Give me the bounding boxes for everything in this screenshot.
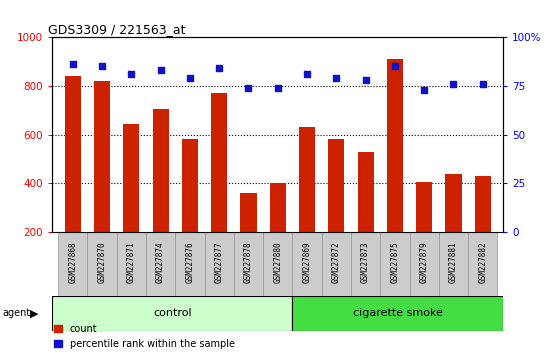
- Bar: [439, 232, 468, 296]
- Text: GSM227882: GSM227882: [478, 242, 487, 283]
- Text: cigarette smoke: cigarette smoke: [353, 308, 443, 318]
- Bar: [234, 232, 263, 296]
- Text: agent: agent: [3, 308, 31, 318]
- Text: GSM227881: GSM227881: [449, 242, 458, 283]
- Bar: [468, 232, 497, 296]
- Point: [361, 77, 370, 83]
- Bar: [94, 81, 110, 232]
- Text: GSM227872: GSM227872: [332, 242, 341, 283]
- Point: [449, 81, 458, 87]
- Text: GSM227875: GSM227875: [390, 242, 399, 283]
- Point: [98, 64, 107, 69]
- Point: [420, 87, 428, 93]
- Text: GSM227878: GSM227878: [244, 242, 253, 283]
- Bar: [52, 296, 293, 331]
- Point: [273, 85, 282, 91]
- Bar: [263, 232, 293, 296]
- Bar: [358, 152, 373, 232]
- Point: [390, 64, 399, 69]
- Bar: [380, 232, 410, 296]
- Bar: [87, 232, 117, 296]
- Bar: [205, 232, 234, 296]
- Point: [332, 75, 340, 81]
- Bar: [293, 296, 503, 331]
- Text: GSM227871: GSM227871: [127, 242, 136, 283]
- Text: GSM227877: GSM227877: [214, 242, 224, 283]
- Point: [215, 65, 224, 71]
- Text: GSM227876: GSM227876: [185, 242, 194, 283]
- Point: [156, 67, 165, 73]
- Text: ▶: ▶: [30, 308, 39, 318]
- Text: GDS3309 / 221563_at: GDS3309 / 221563_at: [48, 23, 185, 36]
- Bar: [152, 109, 169, 232]
- Bar: [475, 176, 491, 232]
- Text: GSM227868: GSM227868: [68, 242, 77, 283]
- Bar: [270, 183, 286, 232]
- Point: [185, 75, 194, 81]
- Point: [244, 85, 253, 91]
- Bar: [322, 232, 351, 296]
- Bar: [410, 232, 439, 296]
- Bar: [123, 124, 139, 232]
- Bar: [211, 93, 227, 232]
- Bar: [65, 76, 81, 232]
- Bar: [182, 139, 198, 232]
- Text: GSM227879: GSM227879: [420, 242, 428, 283]
- Bar: [299, 127, 315, 232]
- Bar: [117, 232, 146, 296]
- Text: GSM227874: GSM227874: [156, 242, 165, 283]
- Text: GSM227880: GSM227880: [273, 242, 282, 283]
- Legend: count, percentile rank within the sample: count, percentile rank within the sample: [54, 324, 235, 349]
- Bar: [240, 193, 256, 232]
- Text: GSM227869: GSM227869: [302, 242, 311, 283]
- Bar: [175, 232, 205, 296]
- Bar: [351, 232, 380, 296]
- Point: [478, 81, 487, 87]
- Bar: [328, 139, 344, 232]
- Text: GSM227870: GSM227870: [97, 242, 107, 283]
- Bar: [416, 182, 432, 232]
- Point: [302, 72, 311, 77]
- Bar: [58, 232, 87, 296]
- Point: [127, 72, 136, 77]
- Bar: [387, 59, 403, 232]
- Bar: [146, 232, 175, 296]
- Point: [68, 62, 77, 67]
- Bar: [446, 174, 461, 232]
- Bar: [293, 232, 322, 296]
- Text: GSM227873: GSM227873: [361, 242, 370, 283]
- Text: control: control: [153, 308, 191, 318]
